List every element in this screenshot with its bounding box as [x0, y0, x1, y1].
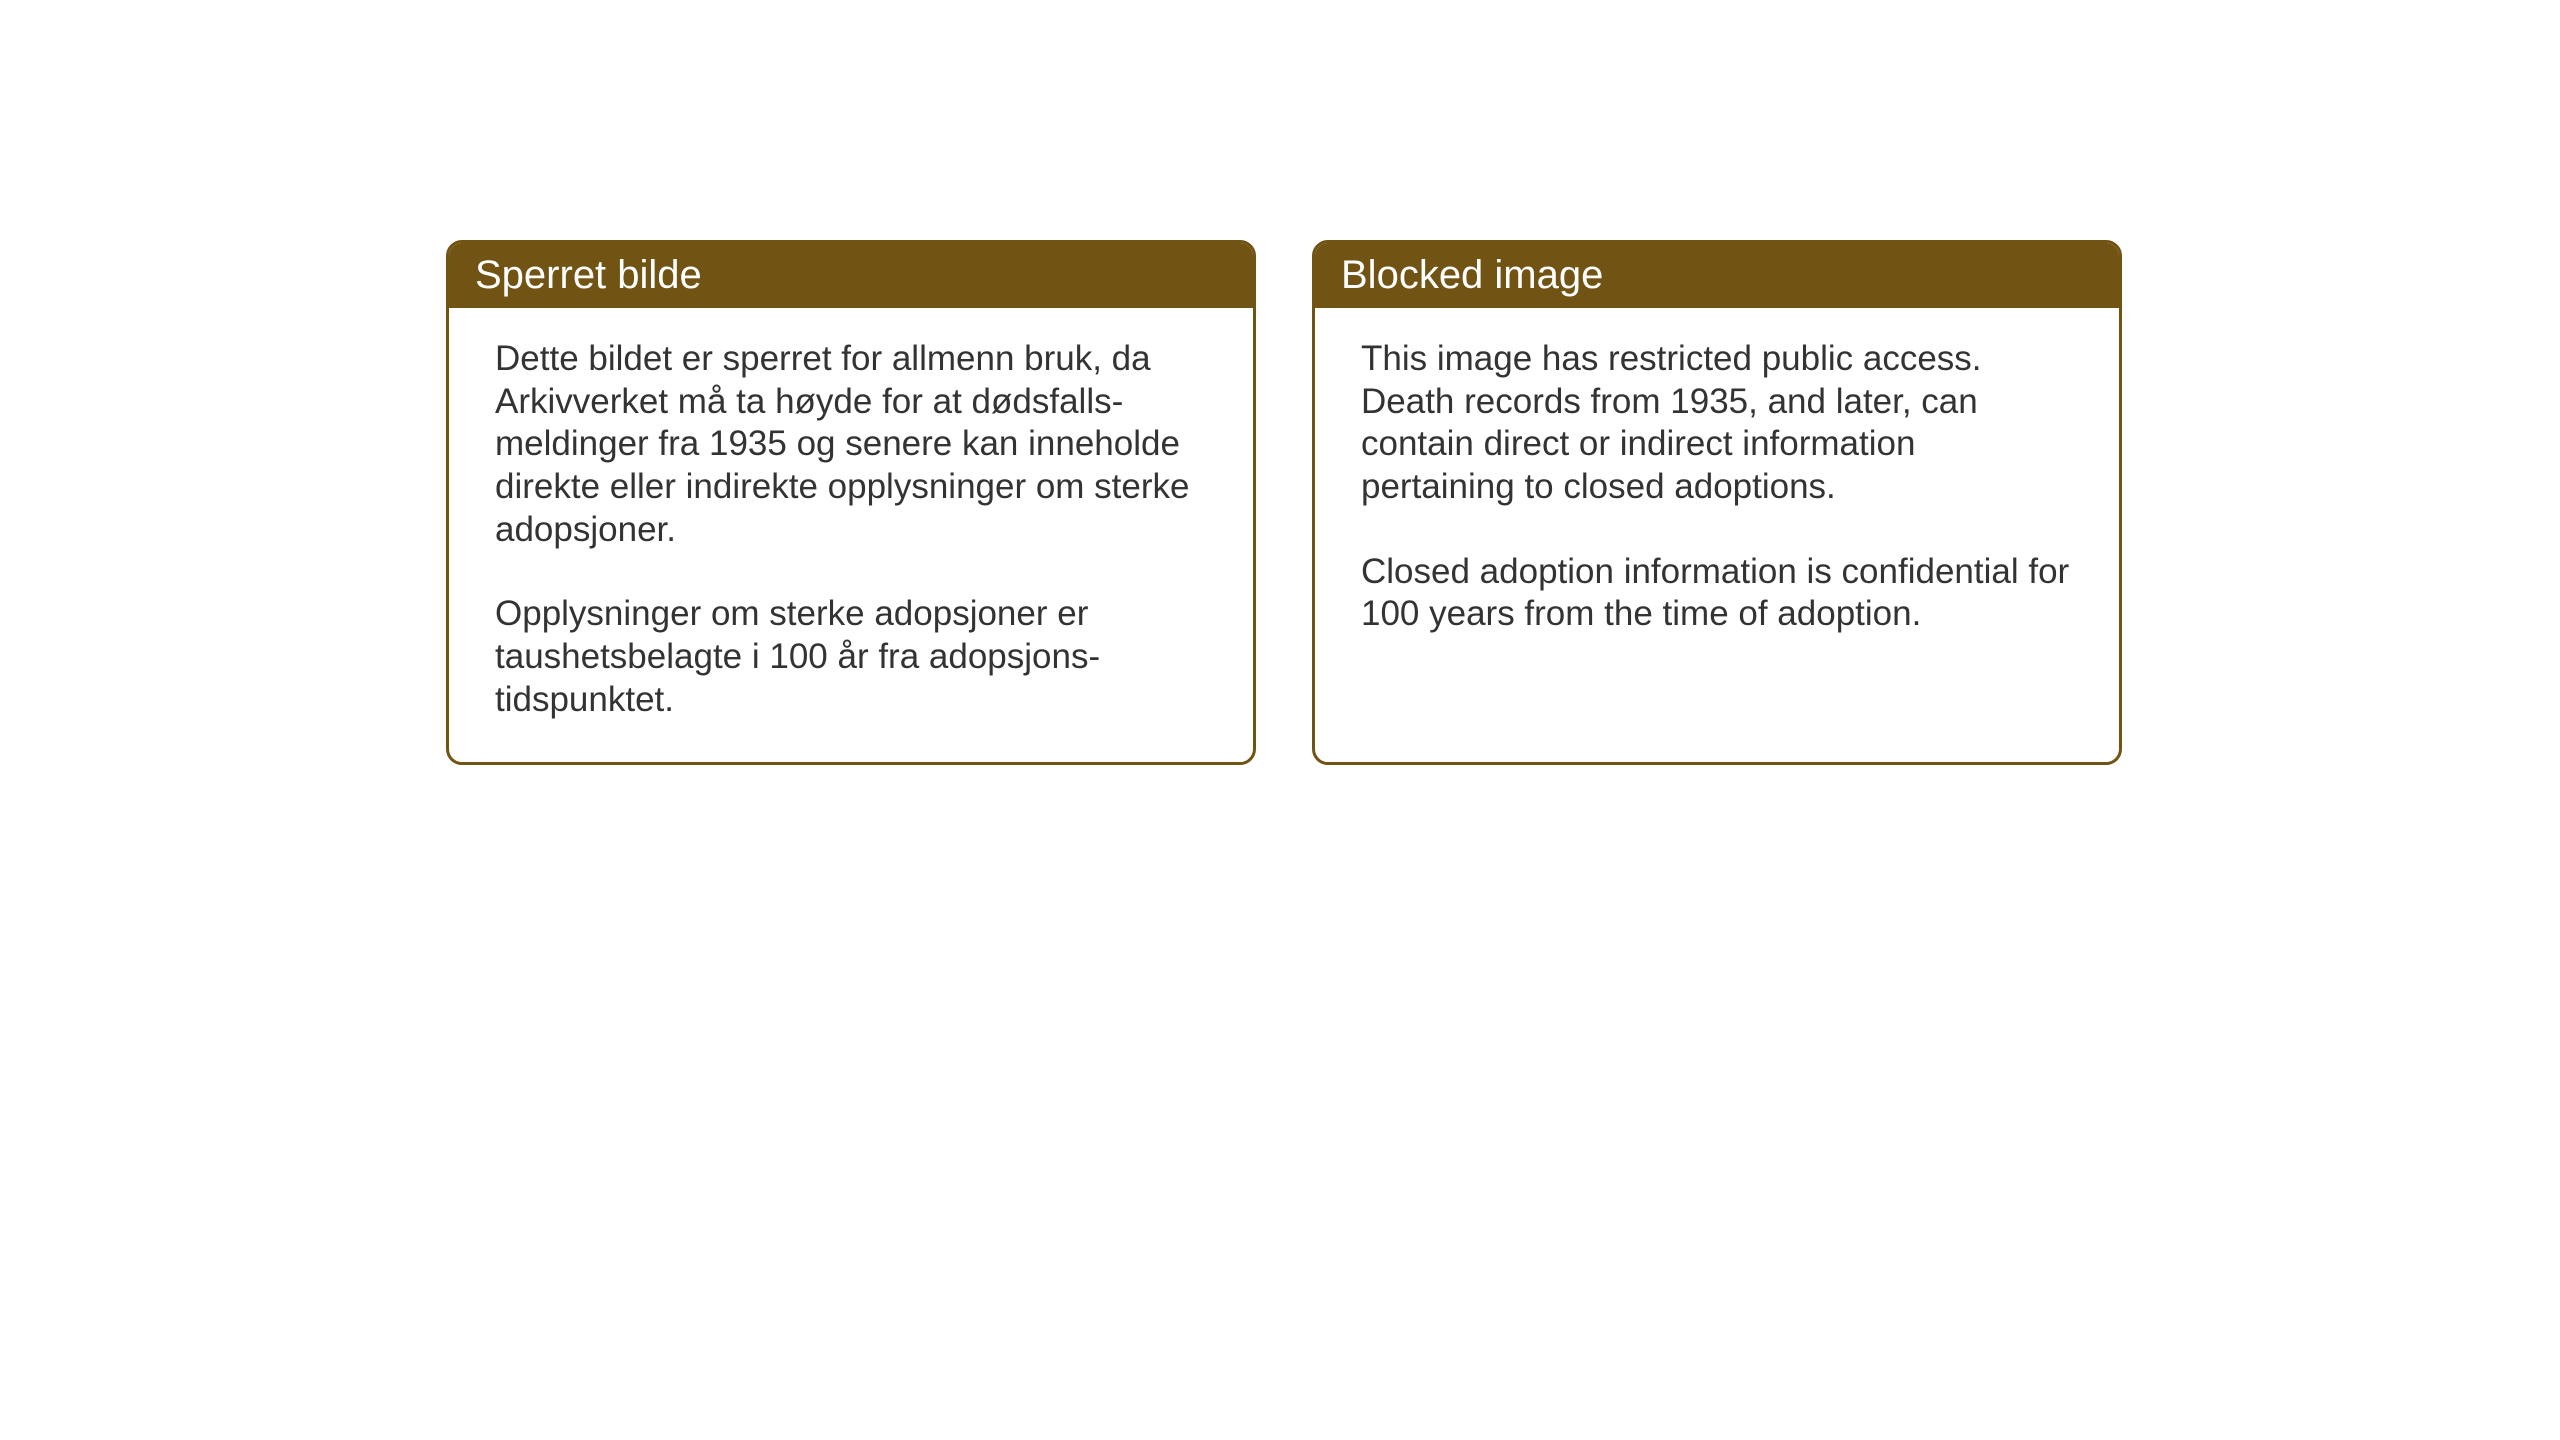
- notice-body-english: This image has restricted public access.…: [1315, 308, 2119, 676]
- notice-header-english: Blocked image: [1315, 243, 2119, 308]
- notice-paragraph-english-1: This image has restricted public access.…: [1361, 338, 2073, 509]
- notice-paragraph-norwegian-2: Opplysninger om sterke adopsjoner er tau…: [495, 593, 1207, 721]
- notice-paragraph-norwegian-1: Dette bildet er sperret for allmenn bruk…: [495, 338, 1207, 551]
- notice-box-english: Blocked image This image has restricted …: [1312, 240, 2122, 765]
- notice-body-norwegian: Dette bildet er sperret for allmenn bruk…: [449, 308, 1253, 762]
- notice-header-norwegian: Sperret bilde: [449, 243, 1253, 308]
- notice-box-norwegian: Sperret bilde Dette bildet er sperret fo…: [446, 240, 1256, 765]
- notice-container: Sperret bilde Dette bildet er sperret fo…: [446, 240, 2122, 765]
- notice-paragraph-english-2: Closed adoption information is confident…: [1361, 551, 2073, 636]
